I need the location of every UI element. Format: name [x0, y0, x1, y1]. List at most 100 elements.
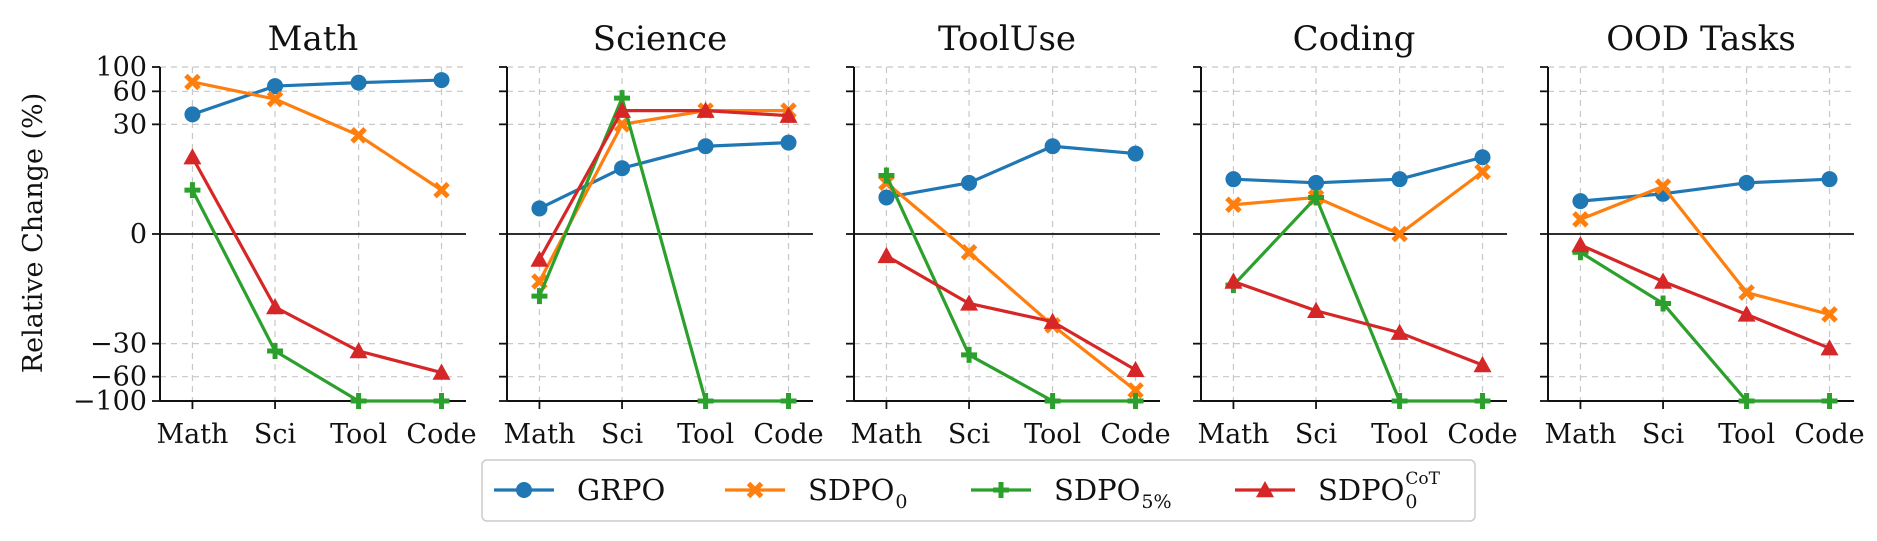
series-2: [1225, 189, 1491, 409]
legend-label: GRPO: [577, 473, 665, 507]
x-tick-label: Tool: [677, 419, 734, 450]
legend-entry: GRPO: [494, 473, 665, 507]
x-tick-label: Code: [406, 419, 476, 450]
data-point: [1391, 171, 1408, 188]
data-point: [1654, 272, 1673, 289]
data-point: [433, 181, 450, 199]
series-2: [878, 167, 1144, 409]
data-point: [266, 90, 284, 108]
data-point: [433, 72, 450, 89]
panel-title: ToolUse: [938, 19, 1076, 59]
series-1: [1572, 178, 1838, 323]
data-point: [614, 160, 631, 177]
data-point: [266, 298, 285, 315]
data-point: [1044, 138, 1061, 155]
series-line: [1232, 280, 1484, 367]
series-0: [878, 138, 1144, 206]
data-point: [267, 78, 284, 95]
data-point: [1738, 393, 1755, 409]
legend-label: SDPO: [808, 473, 894, 507]
data-point: [531, 288, 548, 305]
data-point: [350, 74, 367, 91]
series-line: [191, 156, 442, 375]
data-point: [1821, 171, 1838, 188]
series-line: [1233, 155, 1483, 185]
data-point: [878, 167, 895, 184]
series-2: [184, 182, 450, 409]
legend-entry: SDPO 5%: [971, 473, 1172, 513]
x-tick-label: Math: [1544, 419, 1616, 450]
series-line: [1579, 250, 1830, 403]
data-point: [1821, 306, 1838, 323]
series-line: [885, 181, 1137, 392]
data-point: [1473, 356, 1492, 373]
series-line: [192, 80, 443, 192]
data-point: [960, 294, 979, 311]
legend-superscript: CoT: [1405, 469, 1440, 489]
data-point: [1127, 382, 1144, 399]
data-point: [530, 250, 549, 267]
panel-ood-tasks: Math Sci Tool Code OOD Tasks: [1540, 19, 1865, 450]
data-point: [1572, 193, 1589, 210]
data-point: [1225, 196, 1242, 214]
panel-coding: Math Sci Tool Code Coding: [1193, 19, 1518, 450]
series-3: [1571, 235, 1839, 356]
data-point: [350, 393, 367, 409]
data-point: [779, 106, 798, 123]
series-1: [1225, 163, 1491, 243]
x-tick-label: Math: [503, 419, 575, 450]
data-point: [1043, 312, 1062, 329]
legend-subscript: 5%: [1141, 491, 1171, 513]
series-0: [184, 72, 450, 123]
legend-entry: SDPO 0: [725, 473, 908, 513]
y-tick-label: 60: [113, 76, 147, 107]
panel-title: Science: [593, 19, 727, 59]
y-tick-label: 0: [130, 219, 147, 250]
series-line: [886, 144, 1136, 200]
y-tick-label: 100: [95, 52, 147, 83]
data-point: [184, 73, 201, 91]
data-point: [1044, 393, 1061, 409]
x-tick-label: Code: [1794, 419, 1864, 450]
data-point: [1474, 149, 1491, 166]
x-tick-label: Tool: [1718, 419, 1775, 450]
data-point: [1571, 235, 1590, 253]
series-3: [1224, 272, 1492, 373]
data-point: [780, 134, 797, 151]
data-point: [1224, 272, 1243, 289]
data-point: [267, 343, 284, 360]
data-point: [1654, 178, 1672, 195]
data-point: [877, 246, 896, 264]
series-line: [538, 141, 789, 210]
data-point: [960, 244, 978, 261]
panel-title: Coding: [1293, 19, 1416, 59]
x-tick-label: Sci: [948, 419, 991, 450]
data-point: [1127, 145, 1144, 162]
data-point: [1737, 305, 1756, 322]
panel-title: Math: [268, 19, 359, 59]
series-line: [1579, 243, 1831, 350]
x-tick-label: Tool: [1371, 419, 1428, 450]
series-line: [1579, 184, 1830, 316]
data-point: [1738, 284, 1755, 301]
data-point: [961, 346, 978, 363]
data-point: [878, 189, 895, 206]
x-tick-label: Code: [753, 419, 823, 450]
data-point: [1474, 163, 1491, 181]
x-tick-label: Math: [850, 419, 922, 450]
series-3: [530, 101, 798, 267]
x-tick-label: Math: [1197, 419, 1269, 450]
series-line: [191, 189, 442, 403]
series-2: [1572, 244, 1838, 409]
series-0: [1225, 149, 1491, 191]
series-2: [531, 90, 797, 409]
legend-label: SDPO: [1318, 473, 1404, 507]
legend-marker: [746, 481, 764, 499]
series-line: [1233, 170, 1484, 236]
series-line: [1232, 195, 1483, 403]
x-tick-label: Code: [1100, 419, 1170, 450]
data-point: [1391, 393, 1408, 409]
